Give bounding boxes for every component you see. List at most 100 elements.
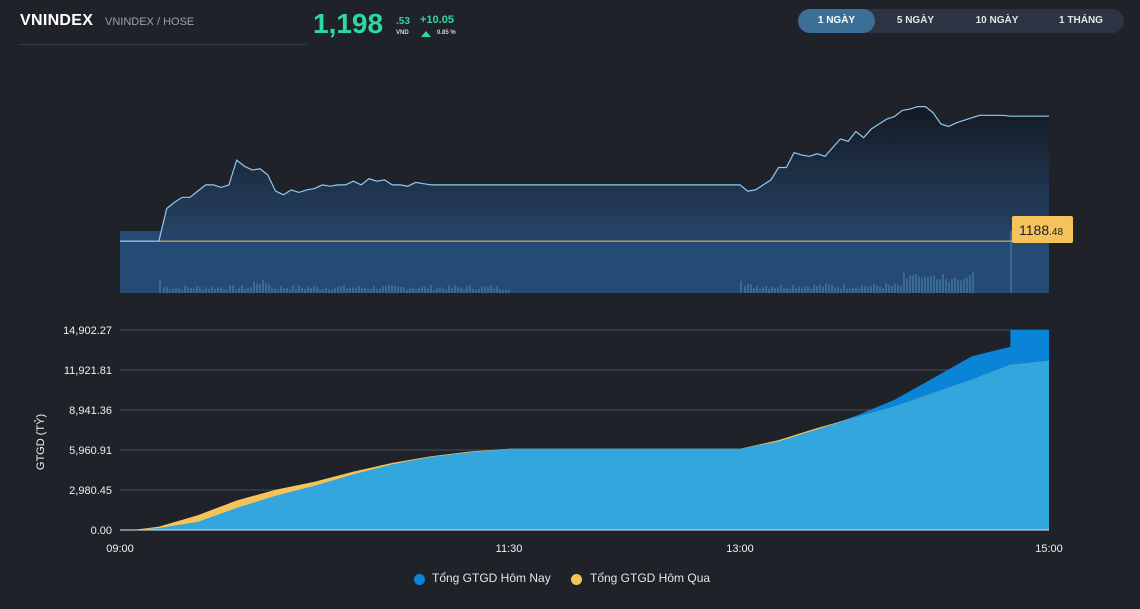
tab-1-thang[interactable]: 1 THÁNG [1059,15,1103,26]
volume-bar [403,287,405,293]
volume-bar [451,287,453,293]
volume-bar [253,281,255,293]
x-tick-label: 09:00 [106,543,134,555]
volume-bar [436,288,438,293]
volume-bar [900,286,902,293]
volume-bar [400,286,402,293]
volume-bar [265,282,267,293]
volume-bar [852,287,854,293]
price-line [120,105,1049,242]
legend-label-yesterday[interactable]: Tổng GTGD Hôm Qua [590,571,711,585]
volume-bar [897,284,899,293]
volume-bar [280,286,282,293]
volume-bar [481,286,483,293]
volume-bar [478,289,480,293]
x-tick-label: 15:00 [1035,543,1063,555]
volume-bar [196,286,198,293]
volume-bar [858,288,860,293]
volume-bar [490,285,492,293]
volume-bar [331,289,333,293]
volume-bar [421,286,423,293]
volume-bar [502,289,504,293]
volume-bar [169,289,171,293]
volume-bars [159,231,1012,293]
volume-bar [496,285,498,293]
volume-bar [268,283,270,293]
volume-bar [325,287,327,293]
volume-bar [744,285,746,293]
volume-bar [756,286,758,293]
volume-bar [750,283,752,293]
legend-dot-today [414,574,425,585]
volume-bar [864,286,866,293]
volume-bar [271,287,273,293]
tab-5-ngay[interactable]: 5 NGÀY [896,15,935,26]
svg-text:1188.48: 1188.48 [1019,222,1063,238]
volume-bar [355,287,357,293]
volume-bar [783,288,785,293]
volume-bar [798,286,800,293]
volume-bar [397,286,399,293]
volume-bar [175,287,177,293]
volume-bar [828,284,830,293]
volume-bar [178,287,180,293]
x-tick-label: 13:00 [726,543,754,555]
volume-bar [774,287,776,293]
volume-bar [274,288,276,293]
volume-bar [424,286,426,293]
volume-bar [214,289,216,293]
volume-bar [882,288,884,293]
volume-bar [906,278,908,293]
volume-bar [343,285,345,293]
volume-bar [442,287,444,293]
volume-bar [933,276,935,293]
volume-bar [409,288,411,293]
volume-bar [891,286,893,293]
volume-bar [337,286,339,293]
volume-bar [199,286,201,293]
volume-bar [166,287,168,293]
volume-bar [771,286,773,293]
volume-bar [508,289,510,293]
volume-bar [942,274,944,293]
volume-bar [740,281,742,293]
tab-10-ngay[interactable]: 10 NGÀY [975,15,1019,26]
tab-1-ngay[interactable]: 1 NGÀY [798,9,875,33]
volume-bar [448,285,450,293]
volume-bar [412,288,414,293]
volume-bar [870,285,872,293]
volume-bar [394,285,396,293]
volume-bar [786,288,788,293]
volume-bar [415,288,417,293]
volume-bar [187,287,189,293]
legend-label-today[interactable]: Tổng GTGD Hôm Nay [432,571,551,585]
volume-bar [499,289,501,293]
volume-bar [765,286,767,293]
volume-bar [804,286,806,293]
volume-bar [298,285,300,293]
volume-bar [346,288,348,293]
volume-bar [951,278,953,293]
volume-bar [391,285,393,293]
volume-bar [211,286,213,293]
volume-bar [244,289,246,293]
volume-bar [888,285,890,293]
price-decimal: .53 [396,16,410,27]
volume-bar [954,278,956,293]
volume-bar [1010,231,1012,293]
price-area [120,106,1049,242]
y-tick-label: 2,980.45 [69,485,112,497]
volume-bar [223,289,225,293]
volume-bar [948,281,950,293]
volume-bar [159,280,161,293]
volume-bar [310,287,312,293]
volume-bar [250,287,252,293]
volume-bar [903,272,905,293]
volume-bar [873,283,875,293]
volume-bar [376,289,378,293]
volume-bar [894,283,896,293]
volume-bar [939,278,941,293]
volume-bar [930,276,932,293]
volume-bar [277,289,279,293]
